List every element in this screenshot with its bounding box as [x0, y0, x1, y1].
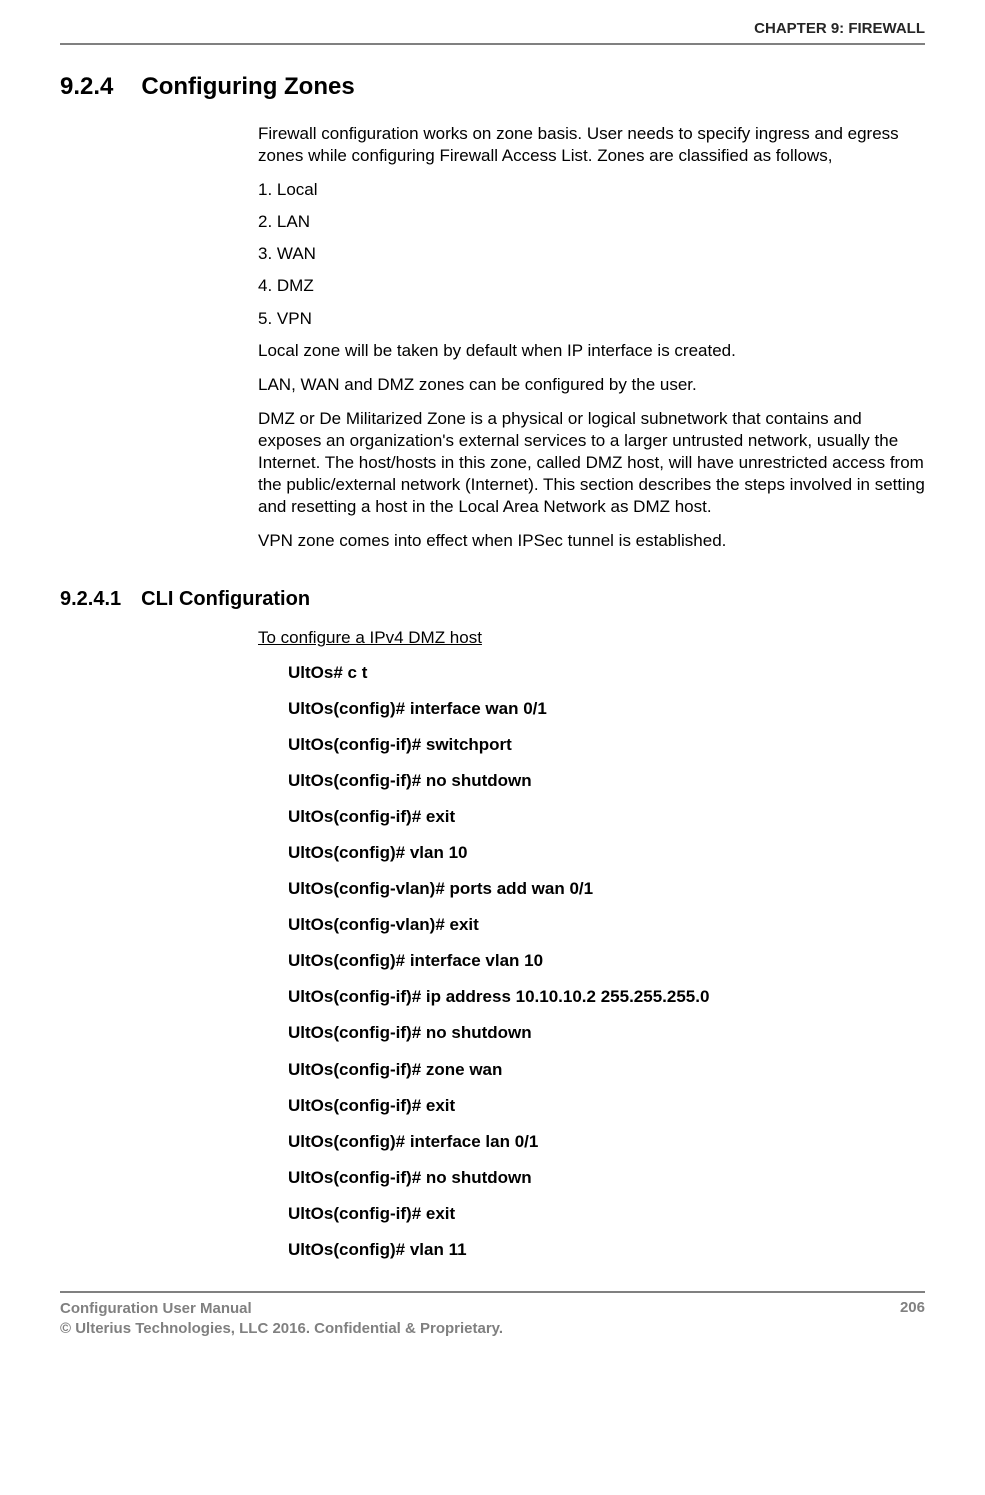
paragraph-local: Local zone will be taken by default when… [258, 340, 925, 362]
cli-commands: UltOs# c t UltOs(config)# interface wan … [288, 662, 925, 1262]
subsection-heading: 9.2.4.1 CLI Configuration [60, 588, 925, 611]
cli-line: UltOs(config-if)# no shutdown [288, 1022, 925, 1044]
subsection-title: CLI Configuration [141, 588, 310, 611]
cli-line: UltOs# c t [288, 662, 925, 684]
zone-item: 5. VPN [258, 308, 925, 330]
subsection-number: 9.2.4.1 [60, 588, 121, 611]
page-container: CHAPTER 9: FIREWALL 9.2.4 Configuring Zo… [0, 0, 985, 1360]
cli-line: UltOs(config)# interface wan 0/1 [288, 698, 925, 720]
footer-copyright: © Ulterius Technologies, LLC 2016. Confi… [60, 1319, 503, 1339]
cli-line: UltOs(config-if)# ip address 10.10.10.2 … [288, 986, 925, 1008]
zone-item: 4. DMZ [258, 275, 925, 297]
cli-line: UltOs(config-if)# exit [288, 806, 925, 828]
cli-line: UltOs(config-vlan)# ports add wan 0/1 [288, 878, 925, 900]
cli-line: UltOs(config-if)# switchport [288, 734, 925, 756]
cli-line: UltOs(config)# vlan 11 [288, 1239, 925, 1261]
cli-body: To configure a IPv4 DMZ host UltOs# c t … [258, 627, 925, 1261]
intro-paragraph: Firewall configuration works on zone bas… [258, 123, 925, 167]
body-content: Firewall configuration works on zone bas… [258, 123, 925, 552]
cli-line: UltOs(config-if)# exit [288, 1095, 925, 1117]
footer-title: Configuration User Manual [60, 1299, 503, 1319]
cli-line: UltOs(config-if)# no shutdown [288, 770, 925, 792]
zone-item: 2. LAN [258, 211, 925, 233]
paragraph-dmz: DMZ or De Militarized Zone is a physical… [258, 408, 925, 518]
cli-line: UltOs(config-if)# exit [288, 1203, 925, 1225]
page-number: 206 [900, 1299, 925, 1340]
section-heading: 9.2.4 Configuring Zones [60, 73, 925, 101]
cli-line: UltOs(config-if)# zone wan [288, 1059, 925, 1081]
paragraph-vpn: VPN zone comes into effect when IPSec tu… [258, 530, 925, 552]
cli-line: UltOs(config)# interface lan 0/1 [288, 1131, 925, 1153]
cli-line: UltOs(config-vlan)# exit [288, 914, 925, 936]
cli-heading: To configure a IPv4 DMZ host [258, 627, 925, 649]
chapter-header: CHAPTER 9: FIREWALL [60, 20, 925, 45]
cli-line: UltOs(config)# interface vlan 10 [288, 950, 925, 972]
zone-list: 1. Local 2. LAN 3. WAN 4. DMZ 5. VPN [258, 179, 925, 329]
cli-line: UltOs(config)# vlan 10 [288, 842, 925, 864]
footer-left: Configuration User Manual © Ulterius Tec… [60, 1299, 503, 1340]
section-title: Configuring Zones [141, 73, 354, 101]
section-number: 9.2.4 [60, 73, 113, 101]
paragraph-lan: LAN, WAN and DMZ zones can be configured… [258, 374, 925, 396]
cli-line: UltOs(config-if)# no shutdown [288, 1167, 925, 1189]
zone-item: 3. WAN [258, 243, 925, 265]
page-footer: Configuration User Manual © Ulterius Tec… [60, 1291, 925, 1340]
zone-item: 1. Local [258, 179, 925, 201]
